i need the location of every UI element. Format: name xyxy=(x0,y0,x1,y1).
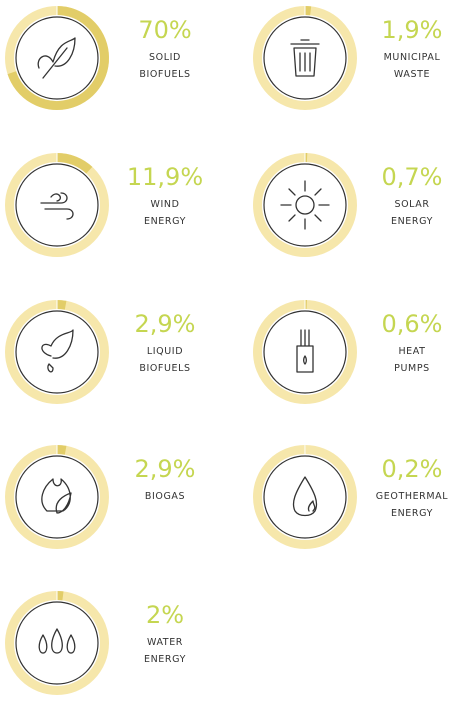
label: WASTE xyxy=(394,69,430,80)
label: BIOGAS xyxy=(145,491,185,502)
ring-arc xyxy=(56,445,67,455)
inner-circle xyxy=(15,601,99,685)
percent: 0,6% xyxy=(382,310,443,338)
inner-circle xyxy=(263,455,347,539)
ring-arc xyxy=(56,153,93,174)
percent: 0,2% xyxy=(382,455,443,483)
icon xyxy=(290,39,320,77)
label: GEOTHERMAL xyxy=(376,491,448,502)
ring-arc xyxy=(7,6,109,110)
percent: 2,9% xyxy=(135,310,196,338)
label: MUNICIPAL xyxy=(384,52,441,63)
label: LIQUID xyxy=(147,346,183,357)
icon xyxy=(292,476,318,517)
energy-item: 2,9% LIQUID BIOFUELS xyxy=(5,300,196,404)
inner-circle xyxy=(15,455,99,539)
icon xyxy=(38,628,76,654)
percent: 2,9% xyxy=(135,455,196,483)
inner-circle xyxy=(263,163,347,247)
ring-arc xyxy=(56,300,67,310)
label: ENERGY xyxy=(144,216,186,227)
energy-item: 2% WATER ENERGY xyxy=(5,591,186,695)
label: BIOFUELS xyxy=(139,69,190,80)
inner-circle xyxy=(15,310,99,394)
energy-item: 70% SOLID BIOFUELS xyxy=(5,6,192,110)
energy-item: 0,2% GEOTHERMAL ENERGY xyxy=(253,445,448,549)
energy-item: 11,9% WIND ENERGY xyxy=(5,153,203,257)
label: SOLID xyxy=(149,52,181,63)
label: ENERGY xyxy=(391,216,433,227)
inner-circle xyxy=(263,310,347,394)
label: HEAT xyxy=(398,346,425,357)
icon xyxy=(37,37,76,79)
icon xyxy=(280,180,330,230)
inner-circle xyxy=(15,16,99,100)
inner-circle xyxy=(15,163,99,247)
percent: 70% xyxy=(138,16,191,44)
percent: 0,7% xyxy=(382,163,443,191)
icon xyxy=(296,329,314,373)
percent: 11,9% xyxy=(127,163,203,191)
energy-item: 0,7% SOLAR ENERGY xyxy=(253,153,443,257)
label: PUMPS xyxy=(394,363,430,374)
energy-item: 0,6% HEAT PUMPS xyxy=(253,300,443,404)
label: WATER xyxy=(147,637,183,648)
icon xyxy=(41,329,74,373)
icon xyxy=(41,478,72,514)
energy-item: 1,9% MUNICIPAL WASTE xyxy=(253,6,443,110)
label: ENERGY xyxy=(391,508,433,519)
label: WIND xyxy=(150,199,179,210)
energy-item: 2,9% BIOGAS xyxy=(5,445,196,549)
label: BIOFUELS xyxy=(139,363,190,374)
label: ENERGY xyxy=(144,654,186,665)
icon xyxy=(40,192,74,220)
label: SOLAR xyxy=(394,199,429,210)
percent: 2% xyxy=(146,601,184,629)
percent: 1,9% xyxy=(382,16,443,44)
